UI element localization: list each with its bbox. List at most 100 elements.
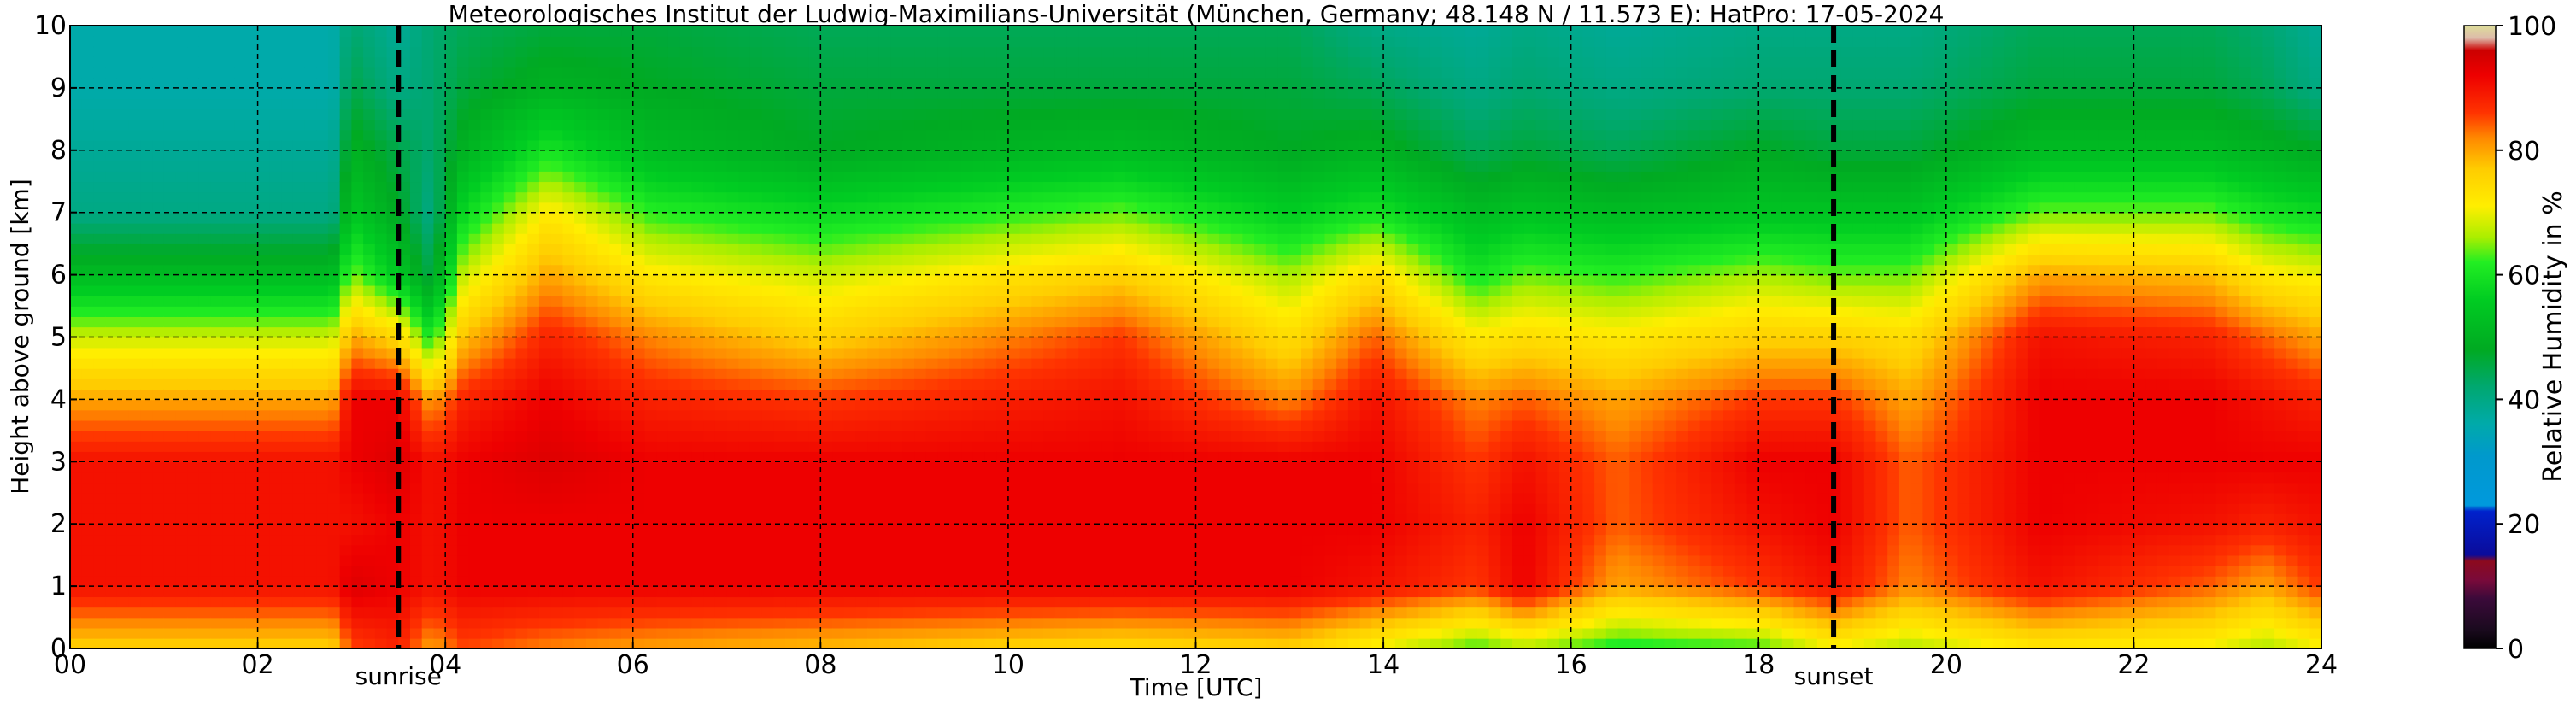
heatmap-cell xyxy=(163,243,177,255)
heatmap-cell xyxy=(832,67,845,79)
heatmap-cell xyxy=(351,513,364,525)
heatmap-cell xyxy=(585,264,599,276)
heatmap-cell xyxy=(820,306,833,317)
heatmap-cell xyxy=(738,441,751,452)
heatmap-cell xyxy=(820,627,833,639)
heatmap-cell xyxy=(914,150,927,161)
heatmap-cell xyxy=(210,565,224,577)
heatmap-cell xyxy=(714,575,728,587)
heatmap-cell xyxy=(515,513,529,525)
heatmap-cell xyxy=(726,181,740,193)
heatmap-cell xyxy=(714,285,728,296)
heatmap-cell xyxy=(105,202,118,214)
heatmap-cell xyxy=(456,492,470,504)
heatmap-cell xyxy=(198,419,212,431)
heatmap-cell xyxy=(621,357,634,369)
heatmap-cell xyxy=(222,617,235,629)
heatmap-cell xyxy=(984,171,997,183)
heatmap-cell xyxy=(269,56,282,68)
heatmap-cell xyxy=(187,378,200,390)
heatmap-cell xyxy=(409,492,423,504)
heatmap-cell xyxy=(761,596,775,608)
heatmap-cell xyxy=(820,430,833,442)
heatmap-cell xyxy=(656,326,669,338)
heatmap-cell xyxy=(961,119,974,131)
heatmap-cell xyxy=(175,482,189,494)
heatmap-cell xyxy=(796,586,810,598)
heatmap-cell xyxy=(409,627,423,639)
heatmap-cell xyxy=(961,337,974,349)
heatmap-cell xyxy=(656,98,669,109)
heatmap-cell xyxy=(808,441,822,452)
heatmap-cell xyxy=(128,306,142,317)
heatmap-cell xyxy=(128,544,142,556)
heatmap-cell xyxy=(398,326,411,338)
heatmap-cell xyxy=(374,87,388,99)
heatmap-cell xyxy=(245,586,259,598)
heatmap-cell xyxy=(70,98,83,109)
heatmap-cell xyxy=(703,326,716,338)
heatmap-cell xyxy=(210,367,224,379)
heatmap-cell xyxy=(327,46,341,58)
heatmap-cell xyxy=(70,150,83,161)
heatmap-cell xyxy=(749,295,763,307)
heatmap-cell xyxy=(925,337,939,349)
heatmap-cell xyxy=(996,378,1009,390)
heatmap-cell xyxy=(245,222,259,234)
heatmap-cell xyxy=(761,586,775,598)
heatmap-cell xyxy=(198,524,212,536)
heatmap-cell xyxy=(351,389,364,401)
heatmap-cell xyxy=(667,502,681,514)
heatmap-cell xyxy=(878,399,892,411)
heatmap-cell xyxy=(996,347,1009,359)
heatmap-cell xyxy=(890,482,904,494)
heatmap-cell xyxy=(421,129,435,141)
heatmap-cell xyxy=(210,98,224,109)
heatmap-cell xyxy=(574,482,587,494)
heatmap-cell xyxy=(281,191,294,203)
heatmap-cell xyxy=(632,461,646,473)
heatmap-cell xyxy=(187,513,200,525)
heatmap-cell xyxy=(972,627,986,639)
heatmap-cell xyxy=(656,212,669,224)
heatmap-cell xyxy=(152,627,165,639)
heatmap-cell xyxy=(1007,492,1021,504)
heatmap-cell xyxy=(503,472,517,484)
heatmap-cell xyxy=(327,202,341,214)
heatmap-cell xyxy=(808,367,822,379)
heatmap-cell xyxy=(187,565,200,577)
heatmap-cell xyxy=(480,191,493,203)
heatmap-cell xyxy=(738,502,751,514)
heatmap-cell xyxy=(714,637,728,649)
heatmap-cell xyxy=(1019,596,1033,608)
heatmap-cell xyxy=(93,67,106,79)
heatmap-cell xyxy=(832,441,845,452)
heatmap-cell xyxy=(714,596,728,608)
heatmap-cell xyxy=(480,274,493,286)
heatmap-cell xyxy=(738,233,751,244)
heatmap-cell xyxy=(257,627,271,639)
heatmap-cell xyxy=(257,617,271,629)
heatmap-cell xyxy=(1007,26,1021,37)
heatmap-cell xyxy=(222,378,235,390)
heatmap-cell xyxy=(550,586,564,598)
heatmap-cell xyxy=(914,419,927,431)
heatmap-cell xyxy=(820,492,833,504)
heatmap-cell xyxy=(902,492,915,504)
heatmap-cell xyxy=(691,306,704,317)
heatmap-cell xyxy=(925,274,939,286)
heatmap-cell xyxy=(808,36,822,48)
heatmap-cell xyxy=(691,596,704,608)
heatmap-cell xyxy=(152,233,165,244)
heatmap-cell xyxy=(433,607,446,619)
heatmap-cell xyxy=(855,129,869,141)
heatmap-cell xyxy=(808,492,822,504)
heatmap-cell xyxy=(761,56,775,68)
heatmap-cell xyxy=(597,202,611,214)
heatmap-cell xyxy=(515,451,529,463)
heatmap-cell xyxy=(785,109,798,120)
heatmap-cell xyxy=(972,544,986,556)
heatmap-cell xyxy=(749,87,763,99)
heatmap-cell xyxy=(843,357,857,369)
heatmap-cell xyxy=(492,534,505,546)
